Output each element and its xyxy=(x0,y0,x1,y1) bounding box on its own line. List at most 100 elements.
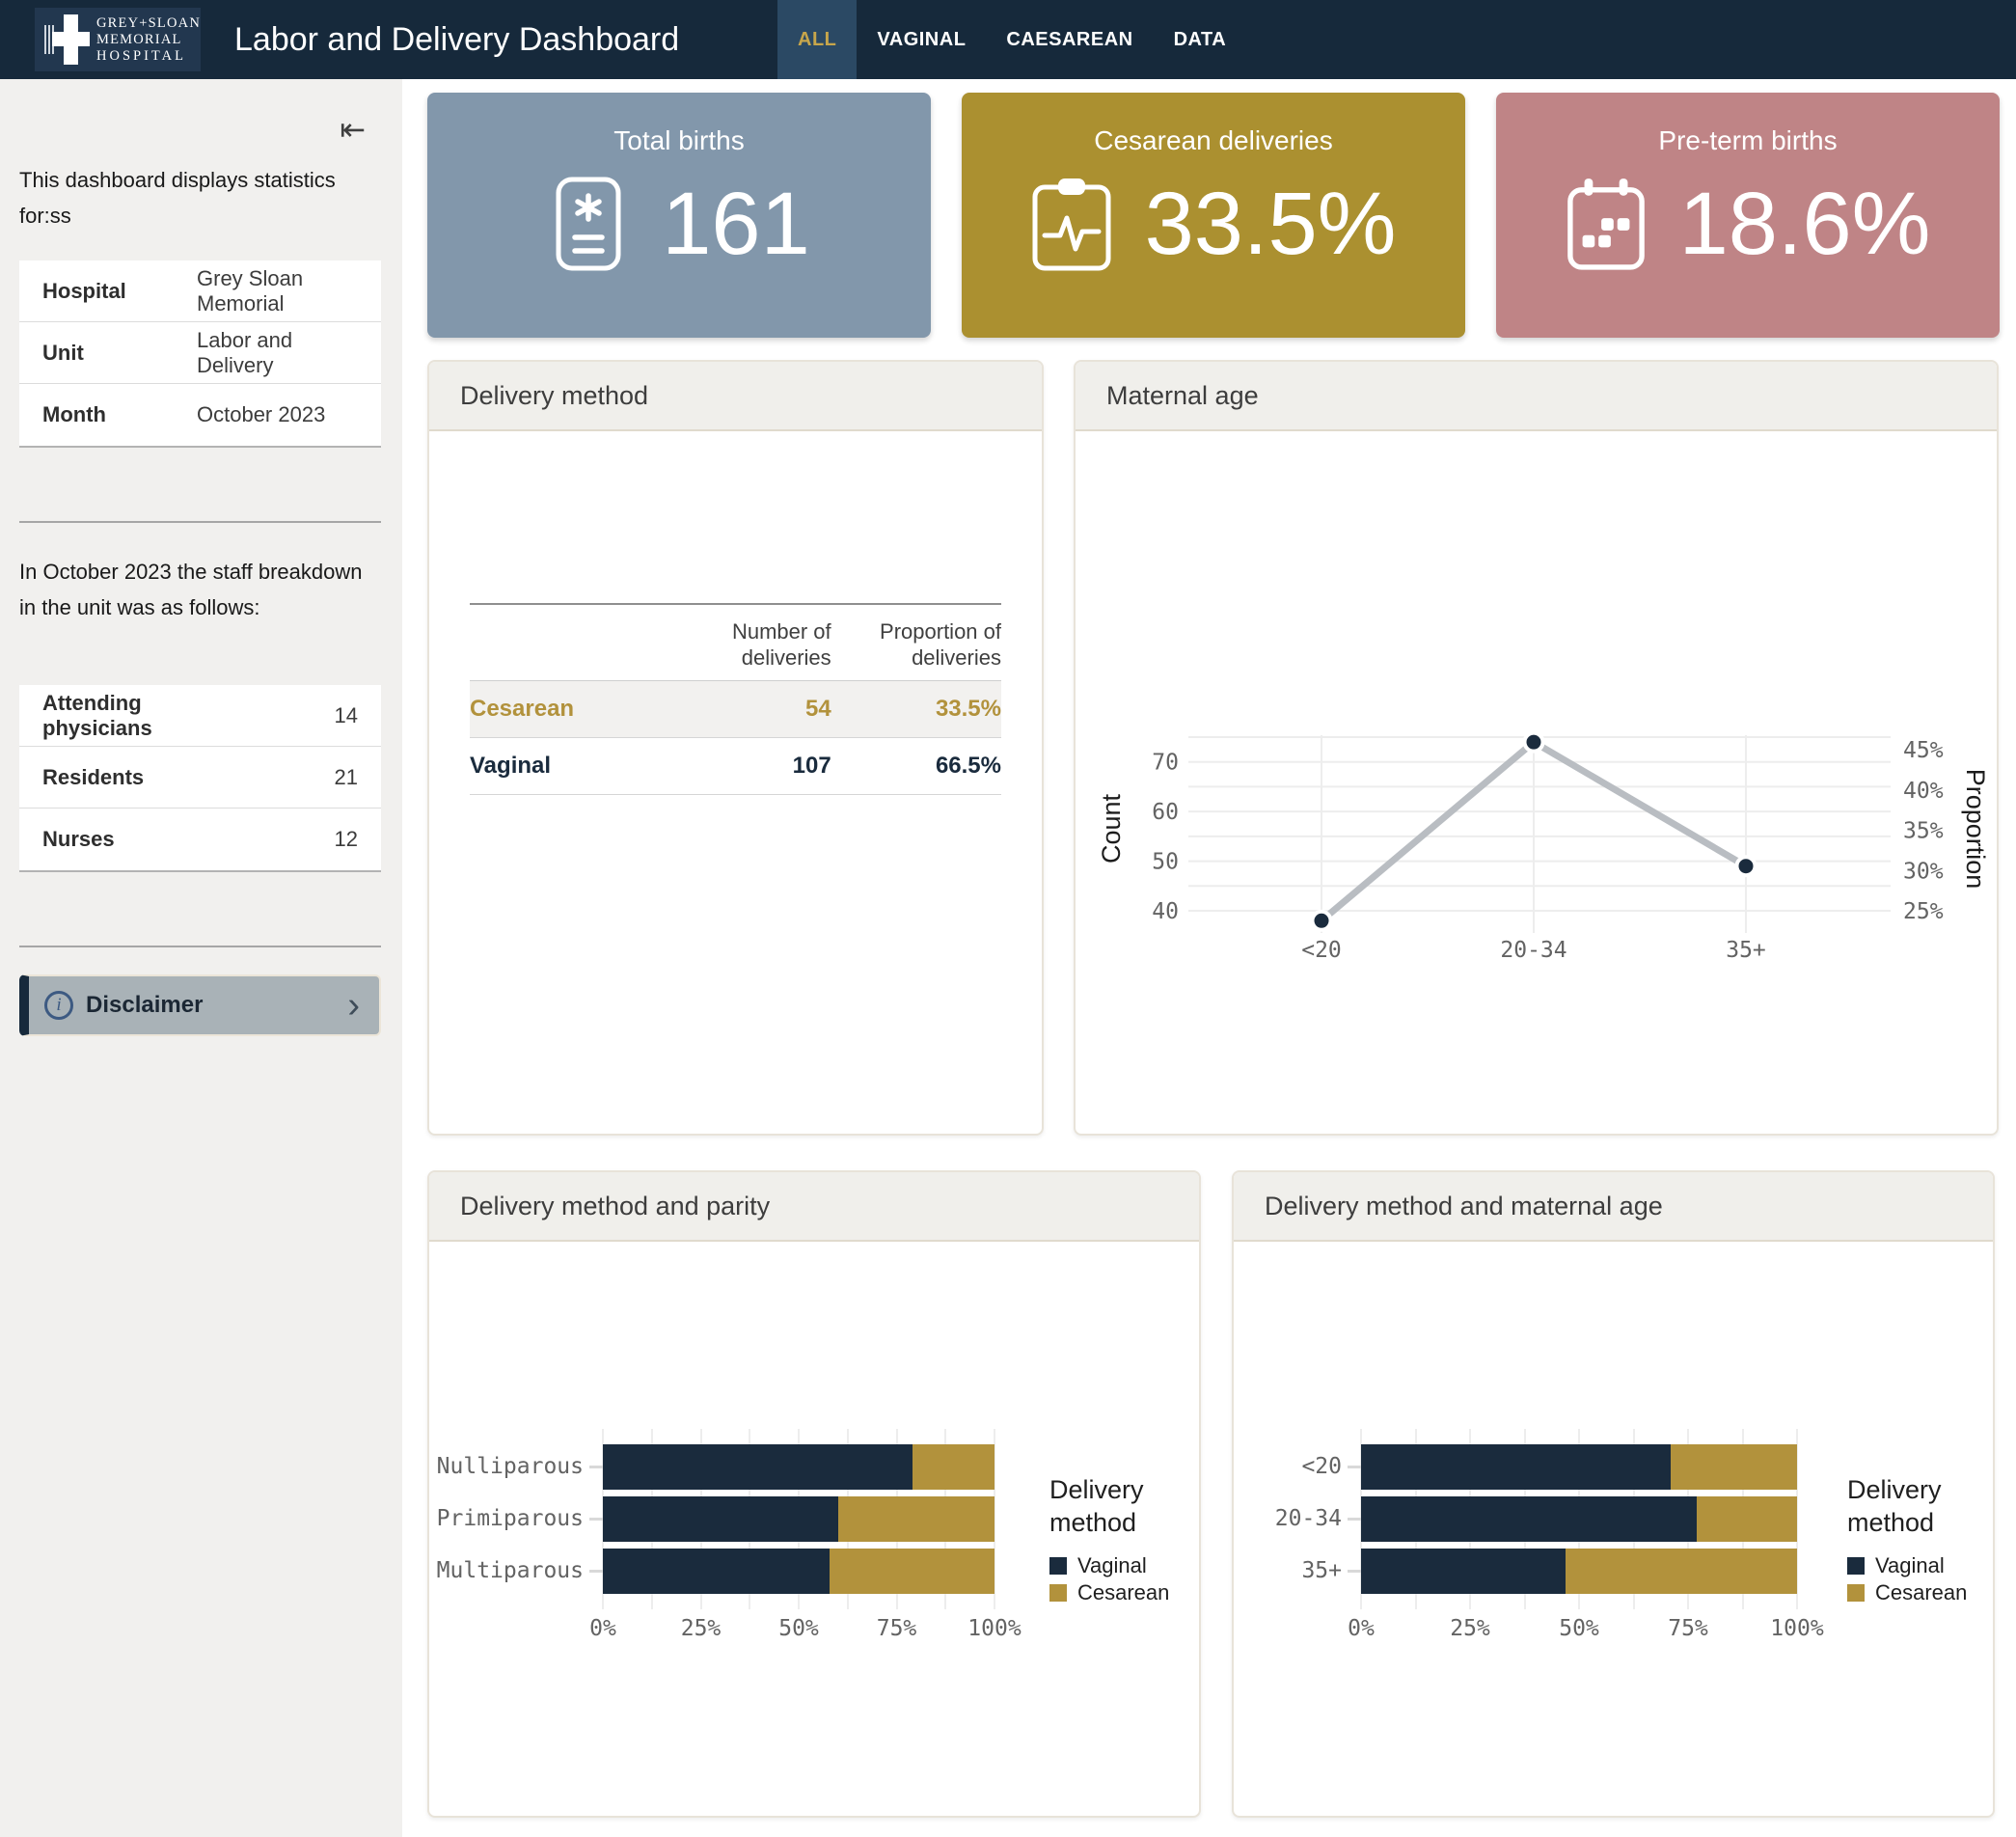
row-value: Grey Sloan Memorial xyxy=(197,266,358,316)
axis-tick xyxy=(896,1601,898,1609)
bar-segment-vaginal[interactable] xyxy=(603,1496,838,1542)
top-navbar: GREY+SLOAN MEMORIAL HOSPITAL Labor and D… xyxy=(0,0,2016,79)
y2-axis-tick-label: 25% xyxy=(1903,899,1944,924)
axis-tick xyxy=(700,1601,702,1609)
sidebar-divider xyxy=(19,946,381,947)
birth-record-icon xyxy=(548,176,629,272)
disclaimer-button[interactable]: i Disclaimer › xyxy=(19,974,381,1036)
axis-tick xyxy=(798,1601,800,1609)
axis-tick xyxy=(1796,1601,1798,1609)
category-label: 20-34 xyxy=(1234,1506,1342,1531)
bar-segment-cesarean[interactable] xyxy=(838,1496,994,1542)
legend-label: Cesarean xyxy=(1875,1580,1967,1605)
chevron-right-icon: › xyxy=(347,991,360,1020)
sidebar-intro-text: This dashboard displays statistics for:s… xyxy=(19,162,372,233)
table-row-cesarean[interactable]: Cesarean 54 33.5% xyxy=(470,681,1001,738)
category-label: <20 xyxy=(1234,1454,1342,1479)
data-point[interactable] xyxy=(1525,733,1543,752)
bar-segment-vaginal[interactable] xyxy=(1361,1444,1671,1490)
row-value: 12 xyxy=(335,827,358,852)
row-value: October 2023 xyxy=(197,402,325,427)
logo-line-1: GREY+SLOAN xyxy=(96,15,201,32)
y-axis-tick-label: 50 xyxy=(1152,850,1179,875)
legend-item-vaginal[interactable]: Vaginal xyxy=(1847,1552,2011,1579)
tab-all[interactable]: ALL xyxy=(777,0,857,79)
bar-segment-cesarean[interactable] xyxy=(913,1444,994,1490)
row-value: 21 xyxy=(335,765,358,790)
axis-tick xyxy=(1348,1570,1361,1573)
x-axis-tick-label: 35+ xyxy=(1726,938,1766,963)
axis-tick xyxy=(1360,1601,1362,1609)
hospital-logo-text: GREY+SLOAN MEMORIAL HOSPITAL xyxy=(96,15,201,65)
table-header-row: Number of deliveries Proportion of deliv… xyxy=(470,604,1001,681)
legend-title: Delivery method xyxy=(1847,1473,1992,1539)
kpi-preterm-births: Pre-term births 18.6% xyxy=(1496,93,2000,338)
bar-segment-cesarean[interactable] xyxy=(1697,1496,1797,1542)
data-point[interactable] xyxy=(1737,857,1756,875)
maternal-age-panel: Maternal age 4050607025%30%35%40%45%<202… xyxy=(1074,360,1999,1136)
hospital-logo: GREY+SLOAN MEMORIAL HOSPITAL xyxy=(35,8,201,71)
category-label: Multiparous xyxy=(429,1558,584,1583)
axis-tick xyxy=(1578,1601,1580,1609)
legend-label: Vaginal xyxy=(1875,1553,1945,1578)
sidebar-collapse-icon[interactable]: ⇤ xyxy=(340,114,366,145)
table-row: Nurses 12 xyxy=(19,809,381,870)
axis-tick xyxy=(1524,1601,1526,1609)
tab-caesarean[interactable]: CAESAREAN xyxy=(986,0,1153,79)
age-bars-chart: <2020-3435+0%25%50%75%100%Delivery metho… xyxy=(1234,1242,1993,1816)
category-label: Primiparous xyxy=(429,1506,584,1531)
logo-line-2: MEMORIAL xyxy=(96,32,201,48)
bar-segment-cesarean[interactable] xyxy=(1671,1444,1797,1490)
panel-title: Maternal age xyxy=(1076,362,1997,431)
dashboard-page: GREY+SLOAN MEMORIAL HOSPITAL Labor and D… xyxy=(0,0,2016,1837)
x-axis-tick-label: 50% xyxy=(1521,1616,1637,1641)
axis-tick xyxy=(749,1601,750,1609)
tab-vaginal[interactable]: VAGINAL xyxy=(857,0,986,79)
bar-segment-vaginal[interactable] xyxy=(1361,1496,1697,1542)
row-label: Cesarean xyxy=(470,681,661,738)
panel-title: Delivery method and maternal age xyxy=(1234,1172,1993,1242)
legend-item-vaginal[interactable]: Vaginal xyxy=(1049,1552,1213,1579)
bar-segment-vaginal[interactable] xyxy=(1361,1549,1566,1594)
row-number: 107 xyxy=(661,738,831,795)
axis-tick xyxy=(589,1570,603,1573)
legend-label: Cesarean xyxy=(1077,1580,1169,1605)
bar-segment-cesarean[interactable] xyxy=(830,1549,994,1594)
maternal-age-chart: 4050607025%30%35%40%45%<2020-3435+CountP… xyxy=(1076,431,1997,1134)
axis-tick xyxy=(1742,1601,1744,1609)
row-label: Vaginal xyxy=(470,738,661,795)
data-point[interactable] xyxy=(1313,912,1331,930)
legend-label: Vaginal xyxy=(1077,1553,1147,1578)
y2-axis-tick-label: 30% xyxy=(1903,859,1944,884)
legend-swatch xyxy=(1847,1584,1865,1602)
kpi-total-births: Total births 161 xyxy=(427,93,931,338)
bar-segment-vaginal[interactable] xyxy=(603,1549,830,1594)
table-row-vaginal[interactable]: Vaginal 107 66.5% xyxy=(470,738,1001,795)
row-proportion: 33.5% xyxy=(831,681,1001,738)
axis-tick xyxy=(847,1601,849,1609)
page-title: Labor and Delivery Dashboard xyxy=(234,0,679,79)
tab-data[interactable]: DATA xyxy=(1154,0,1247,79)
axis-tick xyxy=(944,1601,946,1609)
table-row: Unit Labor and Delivery xyxy=(19,322,381,384)
panel-title: Delivery method and parity xyxy=(429,1172,1199,1242)
row-number: 54 xyxy=(661,681,831,738)
category-label: 35+ xyxy=(1234,1558,1342,1583)
bar-segment-vaginal[interactable] xyxy=(603,1444,913,1490)
axis-tick xyxy=(1687,1601,1689,1609)
legend-item-cesarean[interactable]: Cesarean xyxy=(1847,1579,2011,1606)
column-header: Number of deliveries xyxy=(661,604,831,681)
row-label: Unit xyxy=(42,341,197,366)
disclaimer-label: Disclaimer xyxy=(86,992,203,1019)
bar-segment-cesarean[interactable] xyxy=(1566,1549,1797,1594)
x-axis-tick-label: 25% xyxy=(1412,1616,1528,1641)
parity-chart-panel: Delivery method and parity NulliparousPr… xyxy=(427,1170,1201,1818)
legend-item-cesarean[interactable]: Cesarean xyxy=(1049,1579,1213,1606)
row-label: Hospital xyxy=(42,279,197,304)
kpi-title: Total births xyxy=(427,125,931,156)
info-icon: i xyxy=(44,991,73,1020)
table-row: Month October 2023 xyxy=(19,384,381,446)
y-axis-tick-label: 40 xyxy=(1152,899,1179,924)
sidebar-divider xyxy=(19,521,381,523)
table-row: Hospital Grey Sloan Memorial xyxy=(19,260,381,322)
